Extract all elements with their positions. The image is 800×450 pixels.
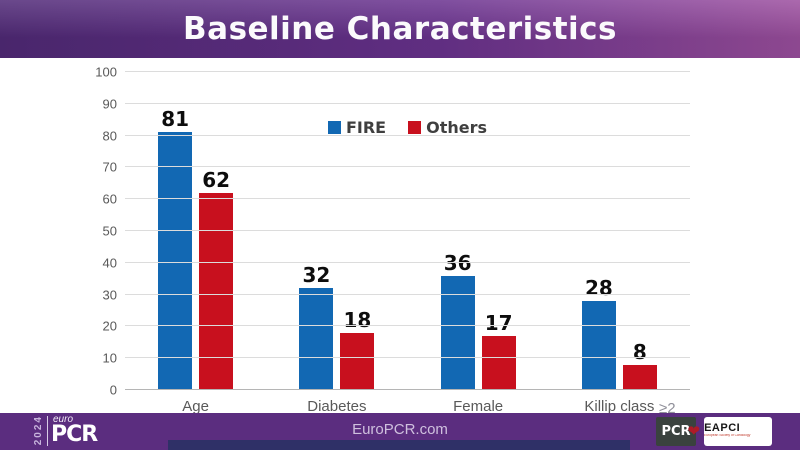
pcr-logo: PCR: [656, 417, 696, 446]
bar-column: 28: [581, 72, 616, 390]
bar-others-killip-class: [622, 364, 657, 390]
bar-fire-female: [440, 275, 475, 390]
chart-region: 0 10 20 30 40 50 60 70 80 90 100 81 62 32 18 36 17 28 8 F…: [0, 58, 800, 415]
bar-column: 18: [340, 72, 375, 390]
gridline: [125, 166, 690, 168]
eapci-text: EAPCI European Society of Cardiology: [704, 423, 788, 440]
gridline: [125, 71, 690, 72]
y-tick-label: 80: [102, 128, 117, 144]
gridline: [125, 357, 690, 359]
page-title: Baseline Characteristics: [183, 11, 617, 47]
category-slot: Killip class: [549, 398, 690, 415]
eapci-heart-icon: ❤: [687, 423, 701, 440]
bar-fire-killip-class: [581, 300, 616, 390]
bar-others-diabetes: [340, 332, 375, 390]
bar-value-label: 28: [584, 275, 613, 300]
eapci-logo: ❤ EAPCI European Society of Cardiology: [688, 417, 772, 446]
gridline: [125, 389, 690, 390]
gridline: [125, 102, 690, 104]
legend-swatch-icon: [327, 121, 341, 134]
category-slot: Female: [408, 398, 549, 415]
y-tick-label: 100: [95, 64, 117, 80]
gridline: [125, 261, 690, 263]
bar-group-slot: 81 62: [125, 72, 266, 390]
eapci-name-label: EAPCI: [704, 422, 741, 434]
bar-group-age: 81 62: [158, 72, 234, 390]
bar-group-diabetes: 32 18: [299, 72, 375, 390]
category-labels: Age Diabetes Female Killip class: [125, 398, 690, 415]
y-tick-label: 0: [109, 382, 117, 398]
legend-swatch-icon: [408, 121, 422, 134]
bar-value-label: 17: [484, 310, 513, 335]
gridline: [125, 293, 690, 295]
logo-divider: [47, 415, 48, 446]
category-slot: Age: [125, 398, 266, 415]
y-tick-label: 30: [102, 287, 117, 303]
y-tick-label: 90: [102, 96, 117, 112]
bar-column: 81: [158, 72, 193, 390]
bar-group-female: 36 17: [440, 72, 516, 390]
y-tick-label: 10: [102, 350, 117, 366]
bar-column: 62: [199, 72, 234, 390]
gridline: [125, 198, 690, 200]
plot-area: 81 62 32 18 36 17 28 8: [125, 71, 690, 390]
legend-label: Others: [426, 118, 488, 137]
bar-value-label: 18: [343, 307, 372, 332]
legend-item-others: Others: [408, 118, 487, 137]
bar-groups: 81 62 32 18 36 17 28 8: [125, 72, 690, 390]
bar-group-slot: 28 8: [549, 72, 690, 390]
gridline: [125, 230, 690, 231]
y-tick-label: 60: [102, 191, 117, 207]
eapci-subtitle-label: European Society of Cardiology: [704, 434, 751, 438]
footer-accent-bar: [168, 440, 630, 450]
gridline: [125, 134, 690, 136]
legend-label: FIRE: [345, 118, 387, 137]
y-axis-ticks: 0 10 20 30 40 50 60 70 80 90 100: [0, 65, 117, 398]
logo-year-label: 2024: [33, 415, 44, 446]
bar-fire-diabetes: [299, 288, 334, 390]
slide-footer: 2024 euro PCR EuroPCR.com PCR ❤ EAPCI Eu…: [0, 413, 800, 450]
bar-value-label: 81: [161, 107, 190, 132]
category-slot: Diabetes: [266, 398, 407, 415]
bar-others-female: [481, 335, 516, 390]
bar-column: 32: [299, 72, 334, 390]
bar-column: 17: [481, 72, 516, 390]
category-label: Diabetes: [307, 398, 367, 415]
slide-header: Baseline Characteristics: [0, 0, 800, 58]
category-label: Female: [453, 398, 504, 415]
killip-class-annotation: ≥2: [659, 400, 676, 417]
bar-group-slot: 36 17: [408, 72, 549, 390]
logo-wordmark: euro PCR: [51, 414, 98, 447]
bar-value-label: 8: [632, 339, 647, 364]
europcr-website-text: EuroPCR.com: [352, 421, 448, 438]
gridline: [125, 325, 690, 327]
bar-others-age: [199, 192, 234, 390]
bar-group-slot: 32 18: [266, 72, 407, 390]
legend: FIRE Others: [125, 118, 690, 137]
logo-pcr-label: PCR: [51, 422, 98, 447]
bar-fire-age: [158, 132, 193, 390]
y-tick-label: 40: [102, 255, 117, 271]
bar-column: 36: [440, 72, 475, 390]
category-label: Age: [182, 398, 209, 415]
europcr-2024-logo: 2024 euro PCR: [33, 414, 98, 447]
legend-item-fire: FIRE: [327, 118, 387, 137]
logo-euro-label: euro: [53, 414, 74, 425]
bar-column: 8: [622, 72, 657, 390]
bar-group-killip-class: 28 8: [581, 72, 657, 390]
y-tick-label: 70: [102, 159, 117, 175]
bar-value-label: 62: [202, 167, 231, 192]
y-tick-label: 50: [102, 223, 117, 239]
category-label: Killip class: [584, 398, 655, 415]
bar-value-label: 32: [302, 263, 331, 288]
y-tick-label: 20: [102, 318, 117, 334]
